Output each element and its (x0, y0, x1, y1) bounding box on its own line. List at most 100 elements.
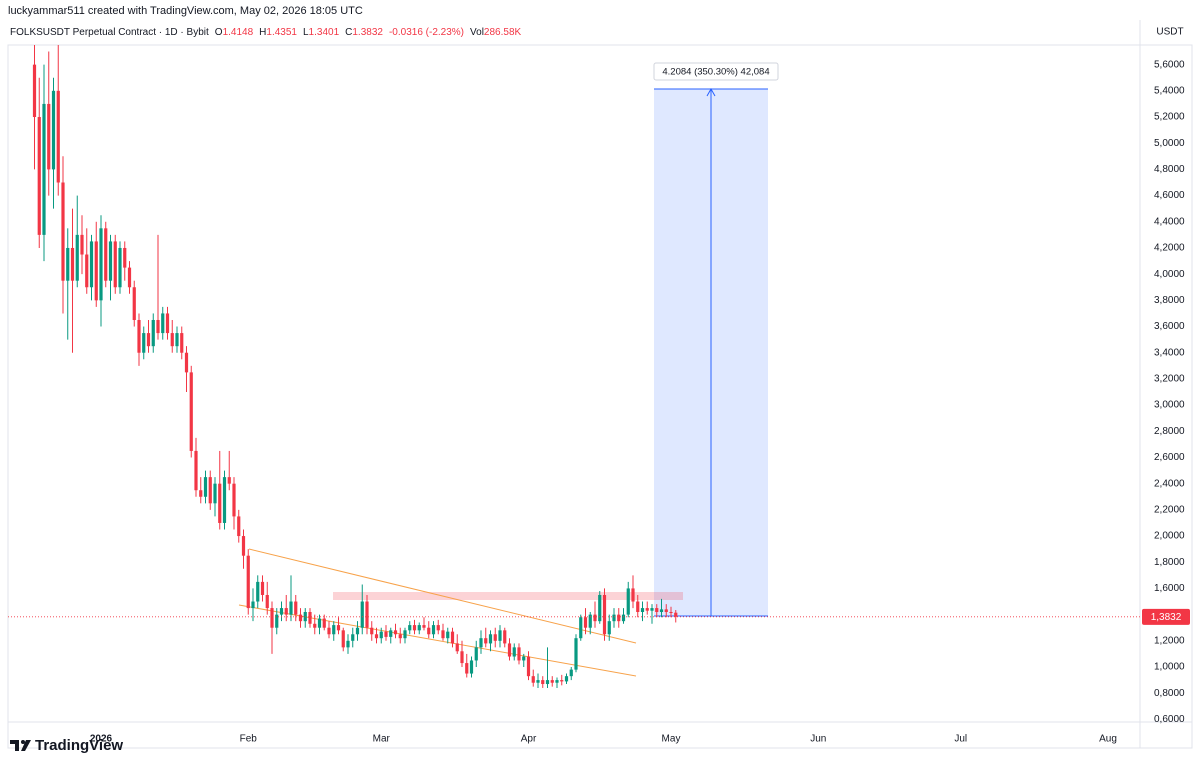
candle-body (80, 234, 84, 255)
candle-body (640, 608, 645, 613)
candle-body (360, 601, 364, 628)
candle-body (403, 630, 407, 639)
candle-body (37, 117, 41, 235)
candle-body (450, 631, 455, 644)
legend-key: C (345, 27, 352, 38)
candle-body (66, 247, 70, 281)
candle-body (341, 630, 345, 648)
candle-body (579, 617, 583, 639)
candle-body (370, 627, 374, 635)
x-tick-label: 2026 (90, 734, 113, 745)
y-tick-label: 2,6000 (1154, 452, 1185, 463)
legend-change: -0.0316 (-2.23%) (389, 27, 464, 38)
y-tick-label: 3,4000 (1154, 347, 1185, 358)
candle-body (517, 647, 521, 661)
candle-body (664, 609, 668, 613)
candle-body (431, 625, 436, 635)
legend-value: 1.4351 (266, 27, 297, 38)
y-tick-label: 2,2000 (1154, 505, 1185, 516)
candle-body (474, 647, 478, 661)
candle-body (241, 536, 246, 556)
y-tick-label: 0,8000 (1154, 688, 1185, 699)
candle-body (294, 601, 298, 615)
legend-value: 286.58K (484, 27, 522, 38)
candle-body (659, 609, 664, 613)
candle-body (332, 625, 336, 635)
candle-body (398, 634, 402, 639)
candle-body (175, 333, 179, 347)
x-tick-label: Mar (373, 734, 391, 745)
candle-body (322, 618, 326, 628)
legend-key: L (303, 27, 309, 38)
candle-body (389, 630, 393, 637)
logo-text: TradingView (35, 737, 123, 754)
logo: TradingView (10, 737, 123, 754)
candle-body (503, 630, 507, 644)
candle-body (602, 594, 607, 635)
candle-body (56, 90, 60, 183)
y-tick-label: 3,2000 (1154, 374, 1185, 385)
y-tick-label: 2,4000 (1154, 478, 1185, 489)
candle-body (674, 612, 678, 617)
candle-body (621, 614, 626, 622)
candle-body (113, 241, 117, 288)
candle-body (507, 643, 512, 657)
candle-body (455, 643, 459, 652)
legend-value: 1.3401 (309, 27, 340, 38)
candle-body (393, 630, 398, 635)
candle-body (104, 228, 108, 281)
candle-body (555, 680, 559, 683)
candle-body (184, 352, 189, 373)
x-tick-label: May (662, 734, 681, 745)
measure-label-box (653, 62, 779, 81)
candle-body (180, 333, 184, 353)
candle-body (232, 483, 236, 517)
candle-body (208, 477, 212, 504)
candle-body (89, 241, 94, 288)
candle-body (137, 319, 141, 353)
candle-body (365, 601, 369, 628)
last-price-box (1142, 608, 1190, 625)
x-tick-label: Feb (240, 734, 258, 745)
y-tick-label: 5,6000 (1154, 59, 1185, 70)
candle-body (265, 594, 269, 609)
candle-body (308, 612, 312, 624)
candle-body (94, 241, 98, 301)
currency: USDT (1156, 27, 1183, 38)
candle-body (541, 680, 545, 685)
candle-body (355, 627, 360, 635)
x-tick-label: Aug (1099, 734, 1117, 745)
y-tick-label: 1,8000 (1154, 557, 1185, 568)
candle-body (99, 228, 103, 301)
candle-body (42, 103, 46, 235)
candle-body (655, 608, 659, 613)
header: luckyammar511 created with TradingView.c… (8, 5, 363, 17)
candle-body (493, 634, 497, 641)
candle-body (536, 680, 540, 683)
y-tick-label: 2,8000 (1154, 426, 1185, 437)
candle-body (222, 477, 227, 523)
candle-body (669, 612, 673, 614)
candle-body (51, 90, 56, 170)
candle-body (412, 625, 417, 631)
candle-body (170, 333, 174, 347)
candle-body (108, 241, 113, 281)
legend-key: O (215, 27, 223, 38)
y-tick-label: 1,0000 (1154, 662, 1185, 673)
y-tick-label: 1,6000 (1154, 583, 1185, 594)
candle-body (531, 676, 535, 683)
candle-body (32, 64, 37, 118)
candle-body (526, 656, 531, 677)
candle-body (569, 669, 573, 677)
candle-body (612, 614, 616, 622)
candle-body (260, 581, 265, 595)
candle-body (161, 313, 165, 334)
y-tick-label: 4,0000 (1154, 269, 1185, 280)
y-tick-label: 2,0000 (1154, 531, 1185, 542)
candle-body (384, 631, 388, 637)
candle-body (422, 625, 426, 628)
x-tick-label: Jul (954, 734, 967, 745)
candle-body (194, 450, 198, 491)
candle-body (213, 483, 217, 504)
